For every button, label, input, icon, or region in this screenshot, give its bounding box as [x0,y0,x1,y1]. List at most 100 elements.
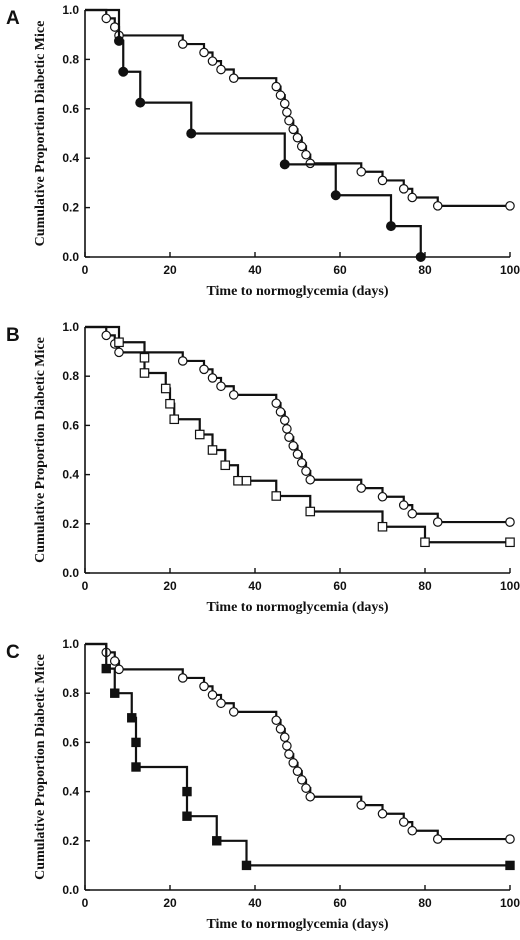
data-point-open-circle [216,64,226,75]
data-point-open-square [305,506,316,517]
data-point-open-circle [377,808,388,819]
data-point-open-circle [377,175,388,186]
data-point-open-circle [407,508,418,519]
y-axis-label: Cumulative Proportion Diabetic Mice [33,654,48,880]
data-point-open-circle [301,783,311,793]
data-point-open-circle [296,457,307,468]
x-tick-label: 40 [248,579,262,593]
data-point-filled-circle [386,221,396,232]
x-tick-label: 60 [333,263,347,277]
data-point-filled-square [505,860,515,871]
data-point-filled-square [110,688,120,698]
x-tick-label: 80 [418,579,432,593]
data-point-open-circle [288,758,299,768]
data-point-filled-square [182,786,192,797]
data-point-open-circle [207,56,218,66]
y-tick-label: 0.6 [62,418,79,432]
data-point-open-circle [305,474,316,485]
data-point-open-circle [101,330,112,341]
chart-panel-b: B 0 20 40 60 80 100 0.0 0.2 0.4 0.6 0.8 1.0 Time to n… [6,320,520,615]
data-point-open-circle [279,415,290,426]
series-line-filled-square [85,642,510,867]
x-tick-label: 60 [333,896,347,910]
data-point-open-square [377,521,388,532]
data-point-open-circle [177,356,188,366]
y-tick-label: 0.2 [62,201,79,215]
data-point-open-circle [282,424,292,434]
data-point-open-square [233,475,243,486]
data-point-filled-circle [114,35,124,46]
data-point-filled-square [127,713,137,723]
data-point-open-square [207,445,218,455]
x-tick-label: 20 [163,263,177,277]
data-point-filled-square [101,663,111,674]
x-axis-label: Time to normoglycemia (days) [206,917,388,932]
data-point-open-circle [216,698,226,709]
x-tick-label: 100 [500,896,520,910]
data-point-open-circle [407,825,418,836]
data-point-open-square [420,537,430,548]
data-point-open-square [505,537,515,548]
data-point-open-circle [356,166,367,177]
data-point-filled-circle [415,252,426,262]
data-point-open-square [114,337,124,348]
data-point-open-circle [177,673,188,683]
data-point-open-circle [505,517,515,527]
chart-panel-c: C 0 20 40 60 80 100 0.0 0.2 0.4 0.6 0.8 1.0 Time to n… [6,637,520,932]
y-tick-label: 0.4 [62,785,79,799]
y-tick-label: 0.2 [62,517,79,531]
data-point-open-circle [271,81,282,92]
data-point-open-square [169,414,180,425]
x-tick-label: 40 [248,263,262,277]
data-point-open-square [271,491,282,501]
data-point-open-circle [275,724,286,734]
data-point-open-circle [199,681,209,692]
data-point-filled-circle [118,66,129,77]
data-point-open-square [241,475,252,486]
y-tick-label: 0.4 [62,151,79,165]
data-point-open-circle [271,715,282,726]
data-point-open-circle [109,22,120,32]
data-point-open-circle [398,184,409,194]
data-point-open-circle [398,500,409,510]
data-point-open-square [194,429,205,440]
data-point-open-circle [199,364,209,375]
data-point-open-circle [292,766,303,776]
data-point-open-circle [296,141,307,152]
data-point-open-circle [398,817,409,827]
y-tick-label: 1.0 [62,3,79,17]
x-tick-label: 20 [163,896,177,910]
data-point-open-circle [275,407,286,417]
y-tick-label: 1.0 [62,320,79,334]
data-point-open-circle [101,13,112,24]
y-tick-label: 0.6 [62,102,79,116]
data-point-open-circle [284,115,294,126]
panel-label: A [6,8,20,29]
x-tick-label: 20 [163,579,177,593]
data-point-open-circle [432,201,443,211]
x-axis-label: Time to normoglycemia (days) [206,600,388,615]
data-point-open-square [160,383,171,394]
x-tick-label: 0 [82,579,89,593]
data-point-open-circle [177,39,188,49]
y-tick-label: 1.0 [62,637,79,651]
data-point-open-circle [288,124,299,135]
data-point-open-circle [432,517,443,527]
data-point-filled-square [241,860,252,871]
data-point-filled-circle [135,97,146,108]
series-line-open-circle [85,642,510,841]
data-point-open-circle [292,449,303,459]
panel-label: B [6,325,20,346]
data-point-open-circle [356,483,367,493]
data-point-open-circle [275,90,286,101]
x-tick-label: 80 [418,896,432,910]
data-point-open-square [165,398,175,409]
x-tick-label: 0 [82,896,89,910]
x-axis-label: Time to normoglycemia (days) [206,284,388,299]
data-point-open-circle [228,390,239,400]
data-point-open-circle [109,656,120,666]
data-point-open-circle [114,664,124,675]
data-point-open-circle [228,73,239,83]
